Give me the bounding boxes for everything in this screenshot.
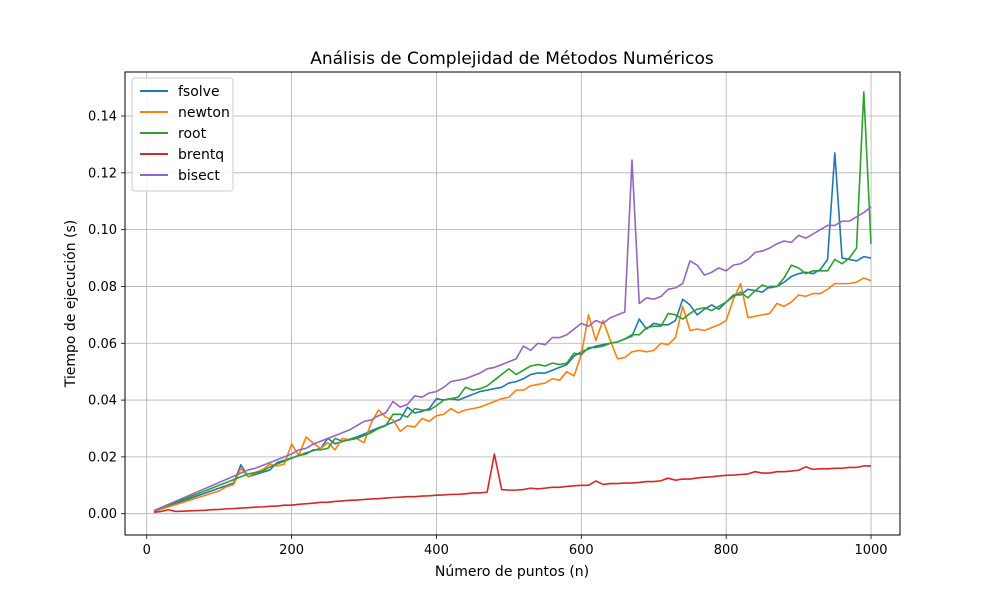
legend-label-root: root bbox=[178, 126, 207, 142]
plot-area: 0 200 400 600 800 1000 0.00 0.02 0.04 0.06 0.08 0.1… bbox=[88, 71, 901, 558]
x-tick-label: 0 bbox=[143, 543, 151, 558]
plot-frame bbox=[124, 71, 901, 536]
series-line-root bbox=[153, 91, 872, 512]
series-line-bisect bbox=[153, 159, 872, 512]
y-tick-label: 0.08 bbox=[88, 280, 117, 295]
legend-box bbox=[131, 77, 234, 192]
legend-label-bisect: bisect bbox=[178, 168, 220, 184]
y-tick-label: 0.04 bbox=[88, 394, 117, 409]
y-tick-label: 0.10 bbox=[88, 223, 117, 238]
y-tick-label: 0.06 bbox=[88, 337, 117, 352]
axis-ticks: 0 200 400 600 800 1000 0.00 0.02 0.04 0.06 0.08 0.1… bbox=[88, 110, 888, 558]
x-tick-label: 600 bbox=[569, 543, 594, 558]
x-tick-label: 200 bbox=[279, 543, 304, 558]
y-tick-label: 0.00 bbox=[88, 507, 117, 522]
x-tick-label: 1000 bbox=[854, 543, 887, 558]
legend-label-newton: newton bbox=[178, 105, 230, 121]
x-tick-label: 800 bbox=[714, 543, 739, 558]
y-tick-label: 0.02 bbox=[88, 450, 117, 465]
y-tick-label: 0.12 bbox=[88, 166, 117, 181]
y-axis-label: Tiempo de ejecución (s) bbox=[63, 220, 79, 389]
y-tick-label: 0.14 bbox=[88, 110, 117, 125]
series-line-brentq bbox=[153, 453, 872, 514]
x-tick-label: 400 bbox=[424, 543, 449, 558]
legend-label-fsolve: fsolve bbox=[178, 84, 220, 100]
series-lines bbox=[153, 91, 872, 514]
x-axis-label: Número de puntos (n) bbox=[435, 564, 589, 580]
chart-title: Análisis de Complejidad de Métodos Numér… bbox=[310, 49, 714, 69]
legend-label-brentq: brentq bbox=[178, 147, 224, 163]
legend: fsolve newton root brentq bisect bbox=[131, 77, 234, 192]
